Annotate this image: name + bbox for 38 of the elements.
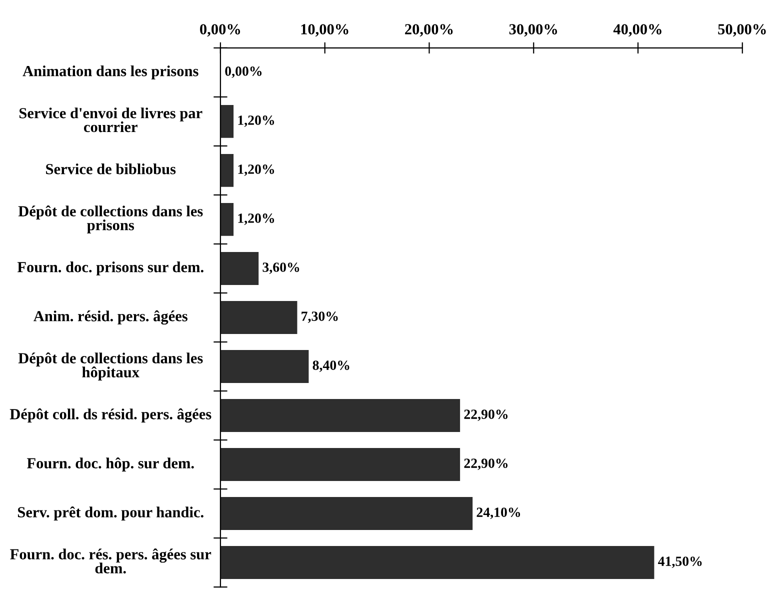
bar xyxy=(220,448,460,481)
bar xyxy=(220,104,234,138)
bar xyxy=(220,399,460,432)
bar xyxy=(220,300,298,334)
data-label: 24,10% xyxy=(476,508,520,519)
y-tick-label: Fourn. doc. hôp. sur dem. xyxy=(26,457,194,472)
x-tick-label: 30,00% xyxy=(509,24,558,37)
x-tick-label: 20,00% xyxy=(405,24,453,37)
data-label: 1,20% xyxy=(238,164,274,176)
y-tick-label: Service d'envoi de livres par courrier xyxy=(19,108,202,132)
data-label: 0,00% xyxy=(225,66,262,78)
x-tick-label: 40,00% xyxy=(613,24,662,37)
x-tick-label: 10,00% xyxy=(301,24,348,37)
data-label: 7,30% xyxy=(302,312,338,323)
bar xyxy=(220,154,234,187)
y-tick-label: Dépôt de collections dans les hôpitaux xyxy=(18,352,203,381)
y-tick-label: Service de bibliobus xyxy=(46,164,176,174)
data-label: 8,40% xyxy=(312,360,350,372)
data-label: 22,90% xyxy=(464,458,508,470)
y-tick-label: Animation dans les prisons xyxy=(22,65,198,80)
data-label: 1,20% xyxy=(238,116,274,127)
y-tick-label: Fourn. doc. prisons sur dem. xyxy=(17,262,204,276)
data-label: 1,20% xyxy=(238,214,274,225)
bar xyxy=(220,202,234,236)
y-tick-label: Dépôt coll. ds résid. pers. âgées xyxy=(10,408,212,423)
data-label: 22,90% xyxy=(464,410,508,421)
x-tick-label: 50,00% xyxy=(718,24,766,37)
data-label: 3,60% xyxy=(262,262,300,274)
bar xyxy=(220,497,473,530)
x-tick-label: 0,00% xyxy=(200,24,240,37)
bar xyxy=(220,350,309,383)
y-tick-label: Dépôt de collections dans les prisons xyxy=(18,206,203,234)
y-tick-label: Anim. résid. pers. âgées xyxy=(34,310,188,325)
bar xyxy=(220,546,654,579)
bar xyxy=(220,252,259,285)
y-tick-label: Serv. prêt dom. pour handic. xyxy=(18,506,204,521)
y-tick-label: Fourn. doc. rés. pers. âgées sur dem. xyxy=(10,548,212,574)
data-label: 41,50% xyxy=(658,556,702,568)
